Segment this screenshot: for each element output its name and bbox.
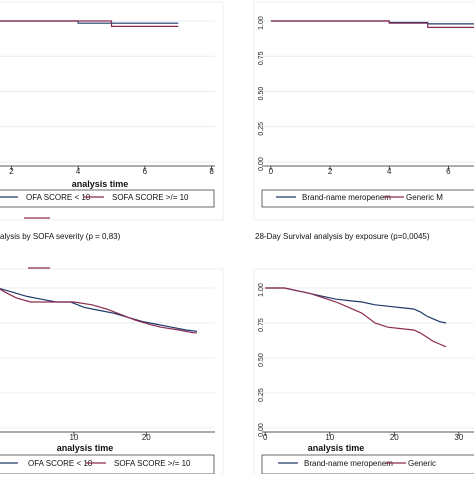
- panel-4-x-tick-label: 30: [454, 433, 463, 442]
- panel-2-y-tick-label: 0.75: [258, 51, 265, 65]
- panel-1-series-2-line: [0, 20, 179, 27]
- panel-1-x-axis-label: analysis time: [72, 179, 129, 189]
- panel-4-legend-label-2: Generic: [408, 459, 436, 468]
- panel-2-y-tick-label: 0.25: [258, 122, 265, 136]
- panel-4-series-1-line: [265, 287, 447, 324]
- panel-2-legend-label-1: Brand-name meropenem: [302, 193, 391, 202]
- panel-1-x-tick-label: 6: [143, 167, 148, 176]
- panel-1-legend-label-2: SOFA SCORE >/= 10: [112, 193, 189, 202]
- panel-4-y-tick-label: 0.25: [258, 388, 265, 402]
- panel-4-series-2-line: [265, 287, 447, 348]
- panel-4-frame: [253, 268, 474, 479]
- panel-1-legend-label-1: OFA SCORE < 10: [26, 193, 91, 202]
- panel-3-frame: [0, 268, 224, 479]
- panel-2-x-tick-label: 0: [269, 167, 274, 176]
- panel-2-x-tick-label: 4: [387, 167, 392, 176]
- panel-1-frame: [0, 1, 224, 221]
- panel-4-x-axis-label: analysis time: [308, 443, 365, 453]
- panel-4-y-tick-label: 0.75: [258, 318, 265, 332]
- panel-2-x-tick-label: 2: [328, 167, 333, 176]
- panel-2-series-2-line: [270, 20, 474, 28]
- panel-2-y-tick-label: 0.50: [258, 87, 265, 101]
- panel-4-x-tick-label: 10: [325, 433, 334, 442]
- panel-4-y-tick-label: 1.00: [258, 283, 265, 297]
- panel-3-x-tick-label: 10: [69, 433, 78, 442]
- panel-4-x-tick-label: 20: [390, 433, 399, 442]
- panel-4-legend-label-1: Brand-name meropenem: [304, 459, 393, 468]
- panel-3-x-tick-label: 20: [142, 433, 151, 442]
- panel-3-series-2-line: [0, 288, 197, 334]
- caption-right: 28-Day Survival analysis by exposure (p=…: [255, 232, 430, 241]
- panel-2-legend-box: [261, 189, 474, 208]
- panel-2-y-tick-label: 0.00: [258, 157, 265, 171]
- caption-left: alysis by SOFA severity (p = 0,83): [0, 232, 121, 241]
- panel-3-legend-label-1: OFA SCORE < 10: [28, 459, 93, 468]
- panel-2-y-tick-label: 1.00: [258, 16, 265, 30]
- panel-3-x-axis-label: analysis time: [57, 443, 114, 453]
- panel-4-y-tick-label: 0.50: [258, 353, 265, 367]
- panel-3-series-1-line: [0, 287, 197, 332]
- panel-1-x-tick-label: 2: [9, 167, 14, 176]
- panel-1-x-tick-label: 8: [209, 167, 214, 176]
- panel-1-legend-box: [0, 189, 215, 208]
- panel-2-legend-label-2: Generic M: [406, 193, 443, 202]
- panel-4-y-tick-label: 0.00: [258, 423, 265, 437]
- panel-2-x-tick-label: 6: [446, 167, 451, 176]
- panel-4-x-tick-label: 0: [263, 433, 268, 442]
- panel-3-legend-label-2: SOFA SCORE >/= 10: [114, 459, 191, 468]
- panel-1-x-tick-label: 4: [76, 167, 81, 176]
- panel-2-frame: [253, 1, 474, 221]
